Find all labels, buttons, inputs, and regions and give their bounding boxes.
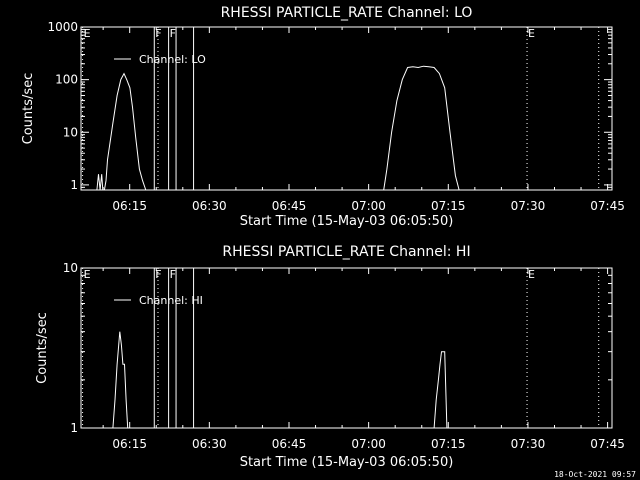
chart1-x-tick-label: 06:30 <box>192 199 227 213</box>
chart2-title: RHESSI PARTICLE_RATE Channel: HI <box>222 244 470 260</box>
chart2-series-line <box>112 331 448 429</box>
chart2-x-tick-label: 06:45 <box>272 437 307 451</box>
chart1-x-tick-label: 07:00 <box>351 199 386 213</box>
chart1-title: RHESSI PARTICLE_RATE Channel: LO <box>221 5 473 21</box>
chart2-flag-label: E <box>84 268 91 281</box>
chart1-x-tick-label: 06:45 <box>272 199 307 213</box>
chart2-x-tick-label: 06:15 <box>112 437 147 451</box>
chart2-flag-label: F <box>170 268 176 281</box>
chart1-y-tick-label: 1 <box>70 178 78 192</box>
chart1-y-tick-label: 100 <box>55 73 78 87</box>
chart1-flag-label: F <box>155 27 161 40</box>
chart1-x-tick-label: 07:30 <box>511 199 546 213</box>
chart1-flag-label: E <box>528 27 535 40</box>
chart2-axes-box <box>80 267 613 429</box>
chart2-x-tick-label: 07:15 <box>431 437 466 451</box>
chart1-axes-box <box>80 26 613 191</box>
chart1-x-tick-label: 07:15 <box>431 199 466 213</box>
chart1-legend-label: Channel: LO <box>139 53 206 66</box>
chart2-x-axis-label: Start Time (15-May-03 06:05:50) <box>240 455 454 470</box>
timestamp-footer: 18-Oct-2021 09:57 <box>554 470 636 479</box>
chart1-x-tick-label: 06:15 <box>112 199 147 213</box>
chart1-x-tick-label: 07:45 <box>590 199 625 213</box>
chart2-x-tick-label: 07:00 <box>351 437 386 451</box>
chart1-series-line <box>96 65 460 191</box>
chart1-y-tick-label: 1000 <box>47 20 78 34</box>
chart1-flag-label: E <box>84 27 91 40</box>
chart2-y-tick-label: 1 <box>70 421 78 435</box>
chart1-x-axis-label: Start Time (15-May-03 06:05:50) <box>240 214 454 229</box>
chart2-flag-label: F <box>155 268 161 281</box>
chart2-legend-label: Channel: HI <box>139 294 203 307</box>
chart2-y-axis-label: Counts/sec <box>35 312 50 384</box>
chart2-x-tick-label: 06:30 <box>192 437 227 451</box>
chart2-y-tick-label: 10 <box>63 261 78 275</box>
chart2-flag-label: E <box>528 268 535 281</box>
chart2-x-tick-label: 07:30 <box>511 437 546 451</box>
chart1-flag-label: F <box>170 27 176 40</box>
chart1-y-tick-label: 10 <box>63 125 78 139</box>
chart2-x-tick-label: 07:45 <box>590 437 625 451</box>
chart1-y-axis-label: Counts/sec <box>21 73 36 145</box>
